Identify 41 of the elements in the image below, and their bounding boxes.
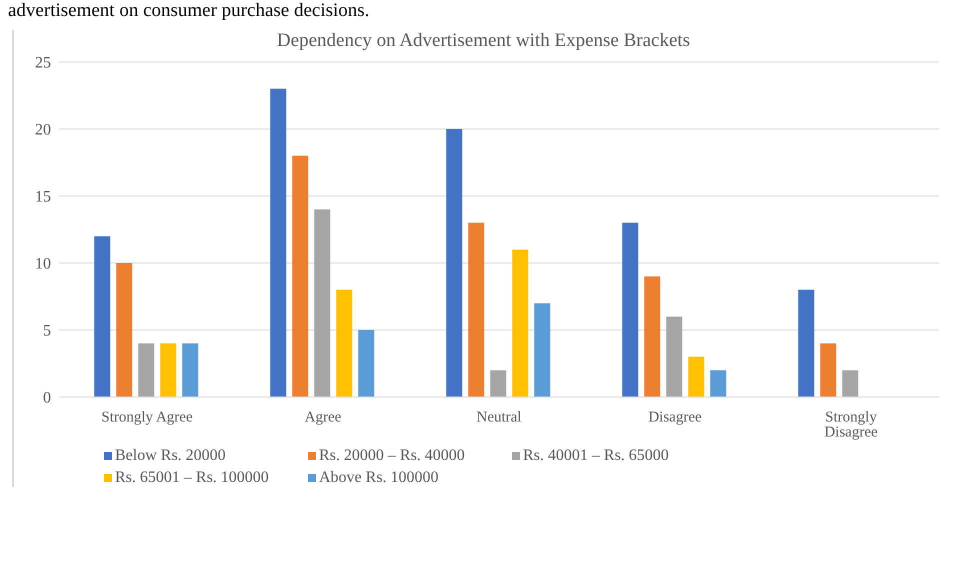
bar: [842, 370, 858, 397]
bar: [688, 356, 704, 397]
x-tick-label: Agree: [304, 410, 342, 426]
legend-label: Rs. 65001 – Rs. 100000: [114, 469, 270, 487]
y-tick-label: 0: [43, 390, 51, 407]
bar: [534, 303, 550, 397]
x-tick-label: Strongly Disagree: [824, 410, 878, 441]
bar: [116, 263, 132, 397]
bar: [644, 276, 660, 397]
bar: [666, 316, 682, 397]
y-tick-label: 5: [43, 322, 51, 340]
bar: [710, 370, 726, 397]
bar: [490, 370, 506, 397]
bar: [314, 209, 330, 397]
bar: [358, 330, 374, 397]
legend-label: Below Rs. 20000: [114, 447, 227, 465]
bar: [292, 156, 308, 397]
bar: [820, 343, 836, 397]
bar: [336, 290, 352, 397]
bar: [798, 290, 814, 397]
text: advertisement on consumer purchase decisions.: [8, 0, 370, 22]
bar: [512, 250, 528, 397]
bar: [160, 343, 176, 397]
y-tick-label: 20: [35, 122, 51, 139]
bar: [182, 343, 198, 397]
y-tick-label: 10: [35, 256, 51, 273]
x-tick-label: Neutral: [476, 410, 522, 426]
legend-label: Rs. 40001 – Rs. 65000: [522, 447, 670, 465]
x-tick-label: Strongly Agree: [101, 410, 193, 426]
x-tick-label: Disagree: [648, 410, 702, 426]
bar: [94, 236, 110, 397]
bar: [468, 222, 484, 397]
legend-label: Above Rs. 100000: [318, 469, 440, 487]
bar: [270, 88, 286, 397]
bar: [138, 343, 154, 397]
y-tick-label: 15: [35, 188, 51, 206]
bar: [622, 222, 638, 397]
legend-label: Rs. 20000 – Rs. 40000: [318, 447, 466, 465]
chart-title: Dependency on Advertisement with Expense Brackets: [276, 30, 692, 52]
bar: [446, 129, 462, 397]
y-tick-label: 25: [35, 54, 51, 72]
